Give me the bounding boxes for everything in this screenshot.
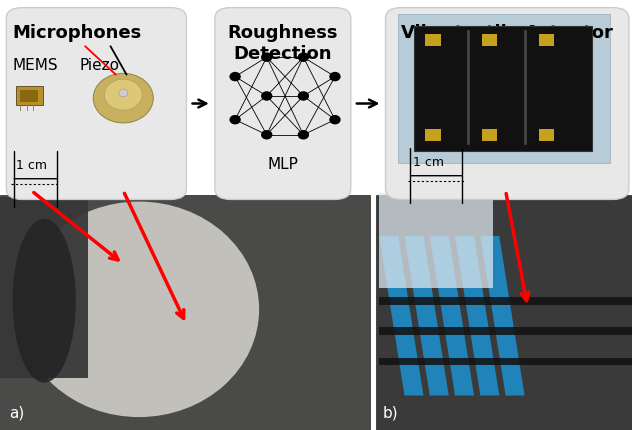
FancyBboxPatch shape (17, 86, 43, 106)
Ellipse shape (330, 73, 340, 82)
Text: Roughness
Detection: Roughness Detection (228, 24, 338, 62)
Text: a): a) (10, 404, 25, 419)
Text: Microphones: Microphones (13, 24, 142, 42)
FancyBboxPatch shape (380, 358, 632, 366)
FancyBboxPatch shape (539, 130, 554, 142)
FancyBboxPatch shape (20, 90, 38, 102)
FancyBboxPatch shape (380, 194, 493, 288)
Polygon shape (430, 237, 474, 396)
Polygon shape (404, 237, 449, 396)
Ellipse shape (229, 73, 241, 82)
FancyBboxPatch shape (426, 130, 440, 142)
FancyBboxPatch shape (0, 196, 370, 430)
Ellipse shape (104, 80, 142, 111)
Ellipse shape (261, 92, 273, 101)
Ellipse shape (119, 90, 127, 98)
Ellipse shape (13, 219, 76, 383)
Text: Vibrotactile Actuator: Vibrotactile Actuator (401, 24, 613, 42)
FancyBboxPatch shape (482, 130, 497, 142)
FancyBboxPatch shape (385, 9, 629, 200)
Ellipse shape (229, 116, 241, 125)
FancyBboxPatch shape (539, 35, 554, 47)
Polygon shape (481, 237, 525, 396)
Text: 1 cm: 1 cm (413, 156, 444, 169)
Polygon shape (455, 237, 499, 396)
FancyBboxPatch shape (482, 35, 497, 47)
Text: Piezo: Piezo (79, 58, 119, 73)
FancyBboxPatch shape (6, 9, 186, 200)
FancyBboxPatch shape (414, 27, 591, 152)
FancyBboxPatch shape (376, 196, 632, 430)
Text: MLP: MLP (268, 157, 298, 172)
Ellipse shape (261, 53, 273, 63)
Ellipse shape (19, 202, 259, 417)
FancyBboxPatch shape (398, 15, 610, 163)
Ellipse shape (298, 53, 309, 63)
Ellipse shape (298, 92, 309, 101)
Ellipse shape (93, 74, 153, 124)
Text: 1 cm: 1 cm (17, 159, 47, 172)
FancyBboxPatch shape (215, 9, 351, 200)
Polygon shape (380, 237, 424, 396)
Ellipse shape (261, 131, 273, 140)
FancyBboxPatch shape (426, 35, 440, 47)
Text: b): b) (382, 404, 398, 419)
FancyBboxPatch shape (0, 198, 88, 378)
Ellipse shape (298, 131, 309, 140)
Text: MEMS: MEMS (13, 58, 58, 73)
Ellipse shape (330, 116, 340, 125)
FancyBboxPatch shape (380, 298, 632, 305)
FancyBboxPatch shape (380, 328, 632, 335)
